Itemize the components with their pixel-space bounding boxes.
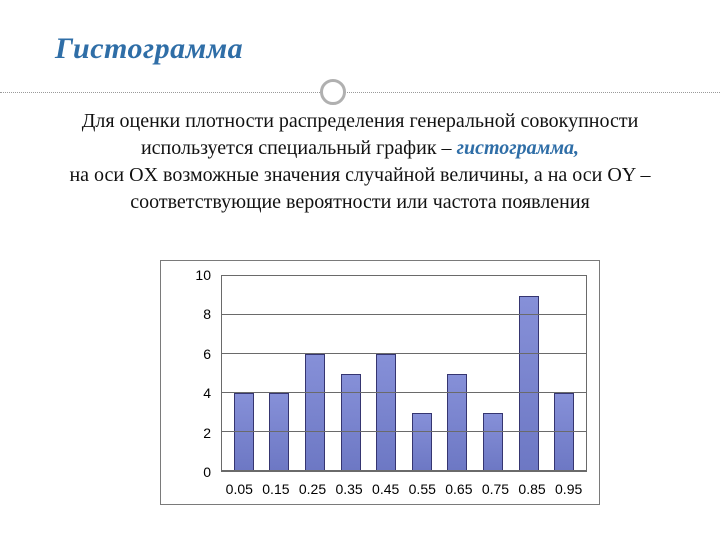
body-line-4: соответствующие вероятности или частота … (130, 191, 590, 213)
x-tick-label: 0.55 (404, 481, 441, 497)
x-tick-label: 0.45 (367, 481, 404, 497)
chart-frame: 0 2 4 6 8 10 0.050.150.250.350.450.550.650.75… (160, 260, 600, 505)
x-tick-label: 0.15 (258, 481, 295, 497)
bar (483, 413, 503, 472)
slide-title: Гистограмма (55, 32, 243, 66)
divider-ring-icon (320, 79, 346, 105)
y-tick-label: 0 (203, 464, 211, 480)
x-tick-label: 0.05 (221, 481, 258, 497)
bar (519, 296, 539, 472)
bar (554, 393, 574, 471)
chart-plot-area (221, 275, 587, 472)
x-tick-label: 0.95 (550, 481, 587, 497)
bars-container (222, 276, 586, 471)
gridline (222, 314, 586, 315)
x-tick-label: 0.85 (514, 481, 551, 497)
bar (376, 354, 396, 471)
bar (305, 354, 325, 471)
y-tick-label: 6 (203, 346, 211, 362)
y-tick-label: 4 (203, 385, 211, 401)
y-tick-label: 10 (195, 267, 211, 283)
body-text: Для оценки плотности распределения генер… (20, 108, 700, 216)
x-tick-label: 0.35 (331, 481, 368, 497)
slide: Гистограмма Для оценки плотности распред… (0, 0, 720, 540)
gridline (222, 470, 586, 471)
x-tick-label: 0.65 (441, 481, 478, 497)
body-line-2-pre: используется специальный график – (141, 137, 457, 159)
y-tick-label: 8 (203, 306, 211, 322)
x-tick-label: 0.75 (477, 481, 514, 497)
bar (269, 393, 289, 471)
body-line-3: на оси OX возможные значения случайной в… (69, 164, 650, 186)
gridline (222, 392, 586, 393)
body-line-1: Для оценки плотности распределения генер… (82, 110, 639, 132)
gridline (222, 353, 586, 354)
x-tick-label: 0.25 (294, 481, 331, 497)
bar (447, 374, 467, 472)
bar (412, 413, 432, 472)
y-axis-ticks: 0246810 (161, 275, 217, 472)
y-tick-label: 2 (203, 425, 211, 441)
gridline (222, 275, 586, 276)
divider-line (0, 92, 720, 93)
x-axis-ticks: 0.050.150.250.350.450.550.650.750.850.95 (221, 474, 587, 504)
body-highlight: гистограмма, (457, 137, 579, 159)
bar (341, 374, 361, 472)
bar (234, 393, 254, 471)
gridline (222, 431, 586, 432)
